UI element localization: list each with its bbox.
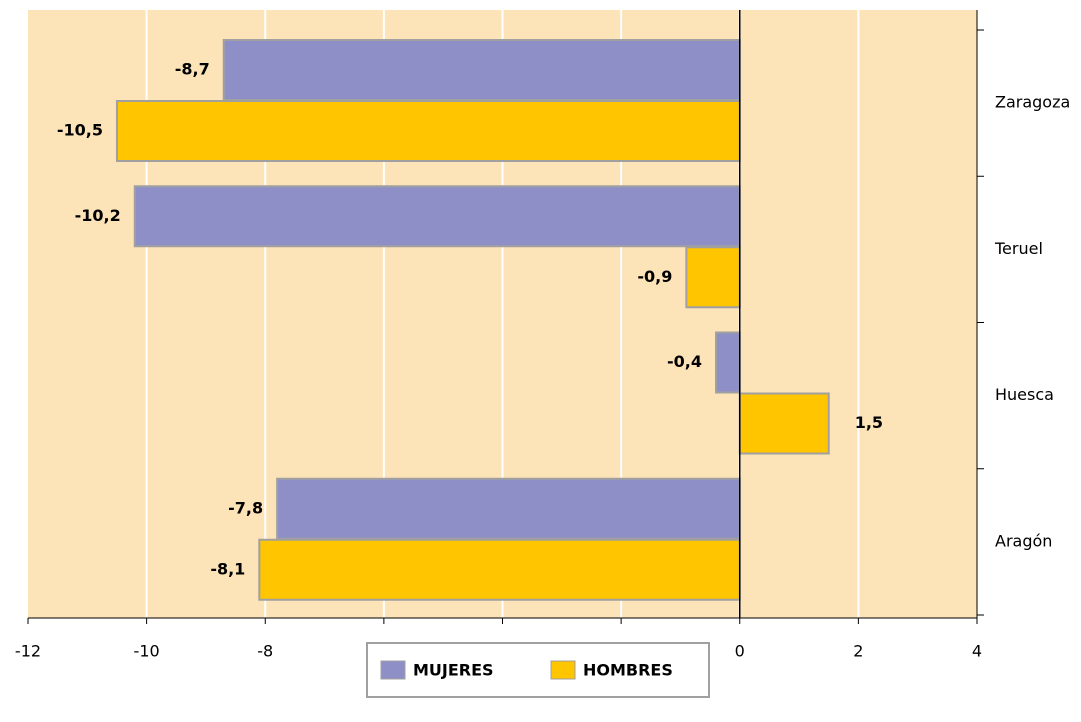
bar [738, 392, 830, 455]
data-label: 1,5 [855, 413, 883, 432]
data-label: -8,7 [175, 60, 210, 79]
legend-label: HOMBRES [583, 661, 673, 680]
bar [685, 246, 741, 309]
x-tick-label: -8 [257, 642, 273, 661]
bar [715, 331, 741, 394]
data-label: -8,1 [210, 559, 245, 578]
data-label: -10,5 [57, 121, 103, 140]
bar [222, 39, 741, 101]
x-tick-label: 0 [735, 642, 745, 661]
x-tick-label: 2 [853, 642, 863, 661]
bar [258, 538, 741, 601]
data-label: -0,4 [667, 352, 702, 371]
legend-swatch [550, 660, 576, 680]
data-label: -10,2 [75, 206, 121, 225]
x-tick-label: -12 [15, 642, 41, 661]
bar [276, 477, 741, 540]
y-tick-label: Aragón [995, 531, 1052, 550]
x-tick-label: -10 [134, 642, 160, 661]
y-tick-label: Zaragoza [995, 93, 1070, 112]
data-label: -7,8 [228, 498, 263, 517]
x-tick-label: 4 [972, 642, 982, 661]
legend-label: MUJERES [413, 661, 494, 680]
bar [115, 100, 741, 162]
legend-box [366, 642, 710, 698]
legend-swatch [380, 660, 406, 680]
data-label: -0,9 [637, 267, 672, 286]
bar [133, 185, 741, 248]
y-tick-label: Huesca [995, 385, 1054, 404]
y-tick-label: Teruel [994, 239, 1043, 258]
